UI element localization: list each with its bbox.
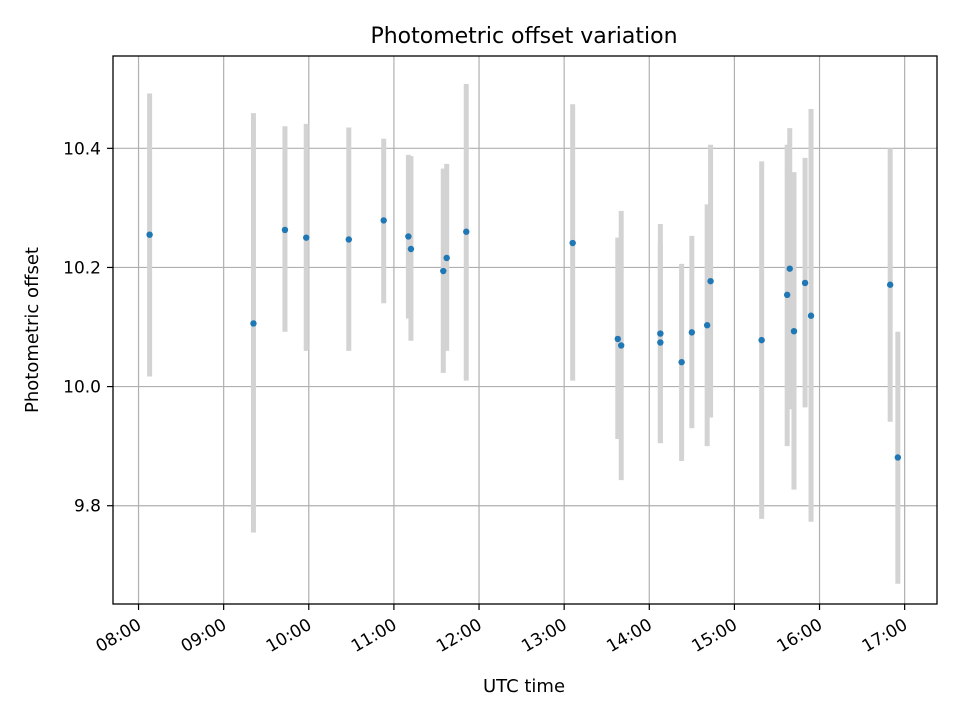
data-point bbox=[688, 329, 696, 336]
data-point bbox=[440, 267, 447, 275]
data-point bbox=[617, 342, 625, 349]
data-point bbox=[405, 233, 412, 240]
plot-frame bbox=[112, 55, 938, 605]
data-point bbox=[345, 236, 352, 243]
grid-layer bbox=[113, 56, 937, 604]
y-tick-label: 10.0 bbox=[63, 378, 101, 398]
data-point bbox=[380, 217, 387, 224]
data-point bbox=[463, 228, 470, 235]
data-point bbox=[886, 281, 894, 288]
data-point bbox=[758, 336, 765, 344]
y-tick-label: 9.8 bbox=[74, 497, 101, 517]
y-axis-label: Photometric offset bbox=[22, 247, 43, 413]
data-point bbox=[894, 454, 902, 461]
data-point bbox=[783, 291, 791, 299]
data-point bbox=[146, 231, 153, 238]
data-point bbox=[657, 330, 664, 337]
point-layer bbox=[146, 217, 902, 461]
data-point bbox=[786, 265, 793, 272]
data-point bbox=[443, 254, 450, 262]
data-point bbox=[303, 234, 310, 241]
y-tick-label: 10.2 bbox=[63, 258, 101, 278]
data-point bbox=[707, 277, 714, 285]
data-point bbox=[678, 358, 685, 366]
x-axis-label: UTC time bbox=[483, 676, 565, 697]
chart-title: Photometric offset variation bbox=[370, 24, 677, 49]
data-point bbox=[790, 327, 798, 335]
data-point bbox=[407, 245, 415, 253]
data-point bbox=[250, 320, 257, 327]
data-point bbox=[657, 339, 664, 346]
data-point bbox=[807, 312, 815, 319]
data-point bbox=[801, 279, 809, 287]
data-point bbox=[569, 239, 576, 247]
data-point bbox=[703, 322, 711, 329]
data-point bbox=[614, 335, 621, 343]
data-point bbox=[281, 226, 289, 234]
y-tick-label: 10.4 bbox=[63, 139, 101, 159]
